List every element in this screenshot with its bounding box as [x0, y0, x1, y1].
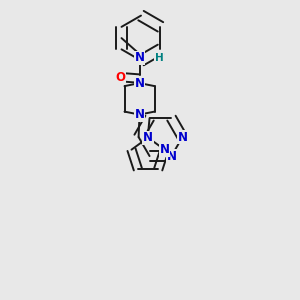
Text: N: N [134, 108, 145, 121]
Text: N: N [167, 150, 176, 163]
Text: N: N [134, 51, 145, 64]
Text: N: N [177, 130, 188, 144]
Text: N: N [143, 131, 153, 144]
Text: H: H [154, 52, 164, 63]
Text: N: N [134, 76, 145, 90]
Text: O: O [115, 70, 125, 84]
Text: N: N [160, 143, 170, 156]
Text: N: N [143, 131, 153, 144]
